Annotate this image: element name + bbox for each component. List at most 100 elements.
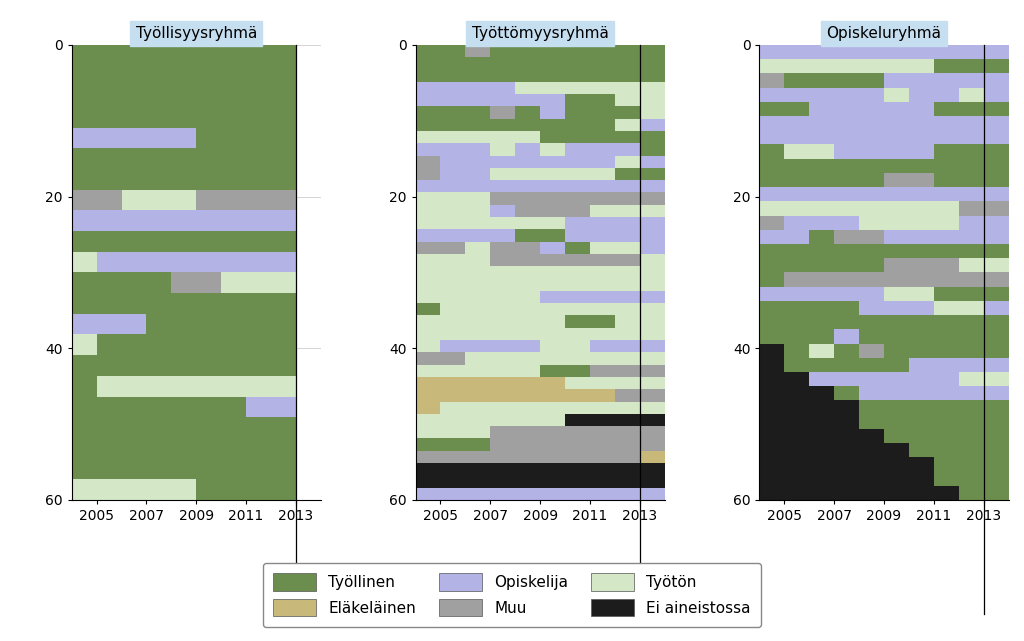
Bar [958,272,984,287]
Bar [640,476,665,488]
Bar [640,131,665,144]
Bar [490,279,515,291]
Bar [515,168,540,180]
Bar [909,130,934,144]
Bar [541,414,565,426]
Bar [784,159,809,173]
Bar [760,88,784,102]
Bar [859,102,884,116]
Bar [615,204,640,217]
Bar [72,252,96,272]
Bar [784,443,809,457]
Bar [984,443,1009,457]
Bar [271,231,296,252]
Bar [221,65,246,87]
Bar [122,87,146,107]
Bar [859,386,884,401]
Bar [909,386,934,401]
Bar [809,258,835,272]
Bar [146,210,171,231]
Bar [590,328,615,340]
Bar [440,192,465,204]
Bar [809,486,835,500]
Bar [197,128,221,148]
Bar [760,73,784,88]
Bar [490,217,515,229]
Bar [565,303,590,315]
Bar [490,401,515,414]
Bar [416,426,440,438]
Bar [590,131,615,144]
Bar [859,429,884,443]
Bar [809,315,835,329]
Bar [835,429,859,443]
Bar [122,397,146,417]
Bar [984,415,1009,429]
Bar [515,45,540,57]
Bar [96,231,122,252]
Bar [958,287,984,301]
Bar [640,192,665,204]
Bar [859,358,884,372]
Bar [171,335,197,355]
Bar [171,65,197,87]
Bar [440,119,465,131]
Bar [440,476,465,488]
Bar [784,130,809,144]
Bar [465,242,490,254]
Bar [197,169,221,190]
Bar [465,266,490,279]
Bar [809,88,835,102]
Bar [515,438,540,451]
Bar [565,426,590,438]
Bar [541,242,565,254]
Bar [884,358,909,372]
Bar [146,272,171,293]
Bar [958,201,984,215]
Bar [615,389,640,401]
Bar [909,59,934,73]
Bar [465,168,490,180]
Bar [615,82,640,94]
Bar [760,130,784,144]
Bar [122,479,146,500]
Bar [96,148,122,169]
Bar [884,315,909,329]
Bar [784,244,809,258]
Bar [859,301,884,315]
Bar [96,128,122,148]
Bar [515,476,540,488]
Bar [221,417,246,438]
Bar [958,102,984,116]
Bar [440,365,465,377]
Bar [465,57,490,69]
Bar [221,169,246,190]
Bar [859,472,884,486]
Bar [171,458,197,479]
Bar [760,173,784,187]
Bar [416,315,440,328]
Bar [490,365,515,377]
Bar [934,173,958,187]
Bar [760,116,784,130]
Bar [490,229,515,242]
Bar [122,210,146,231]
Bar [835,272,859,287]
Bar [640,168,665,180]
Bar [884,116,909,130]
Bar [615,291,640,303]
Bar [465,353,490,365]
Bar [122,335,146,355]
Bar [541,192,565,204]
Bar [515,94,540,106]
Bar [615,365,640,377]
Bar [440,254,465,266]
Bar [835,457,859,472]
Bar [541,328,565,340]
Bar [760,229,784,244]
Bar [416,279,440,291]
Bar [440,168,465,180]
Bar [809,201,835,215]
Bar [835,372,859,386]
Bar [416,438,440,451]
